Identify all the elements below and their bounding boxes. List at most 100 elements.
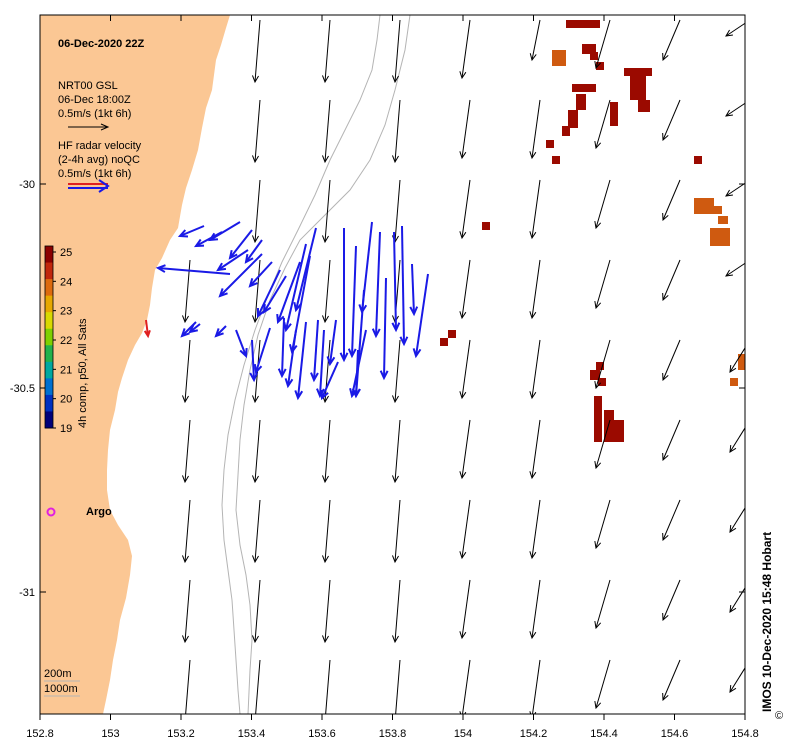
model-arrow	[459, 339, 471, 400]
y-tick-label: -30	[19, 179, 35, 191]
model-arrow	[322, 259, 331, 324]
sst-patch	[590, 370, 600, 380]
y-tick-label: -31	[19, 587, 35, 599]
radar-arrow	[347, 245, 357, 359]
radar-arrow	[248, 261, 273, 288]
model-arrow	[325, 659, 331, 714]
model-arrow	[322, 179, 331, 244]
sst-patch	[694, 198, 714, 214]
legend-radar-sub: (2-4h avg) noQC	[58, 154, 140, 166]
model-arrow	[252, 179, 261, 244]
radar-arrow	[262, 275, 287, 314]
model-arrow	[662, 259, 681, 302]
copyright-symbol: ©	[775, 710, 783, 722]
radar-arrow	[371, 231, 381, 339]
radar-arrow	[379, 277, 389, 381]
x-tick-label: 154.8	[731, 728, 759, 740]
model-arrow	[322, 579, 331, 644]
model-arrow	[594, 19, 611, 70]
model-arrow	[182, 579, 191, 644]
colorbar-tick-label: 21	[60, 364, 72, 376]
sst-colorbar-ticks: 25 24 23 22 21 20 19	[53, 247, 72, 435]
model-arrow	[662, 179, 681, 222]
sst-patch	[714, 206, 722, 214]
radar-arrow	[208, 221, 241, 242]
map-title: 06-Dec-2020 22Z	[58, 38, 145, 50]
model-arrow	[662, 99, 681, 142]
y-axis: -30 -30.5 -31	[10, 179, 745, 599]
model-arrow	[662, 659, 681, 702]
sst-patch	[582, 44, 596, 54]
radar-arrow	[339, 228, 349, 363]
radar-velocity-arrows	[143, 221, 429, 401]
model-arrow	[322, 19, 331, 84]
x-tick-label: 154.6	[661, 728, 689, 740]
legend-model-name: NRT00 GSL	[58, 80, 118, 92]
model-arrow	[182, 419, 191, 484]
legend-radar-scale: 0.5m/s (1kt 6h)	[58, 168, 131, 180]
model-arrow	[529, 259, 541, 320]
colorbar-segment	[45, 361, 53, 379]
radar-arrow	[218, 253, 263, 298]
model-arrow	[252, 19, 261, 84]
x-tick-label: 154.2	[520, 728, 548, 740]
depth-label-1000m: 1000m	[44, 683, 78, 695]
sst-patch	[638, 100, 650, 112]
radar-arrow	[326, 319, 337, 367]
sst-patch	[630, 76, 646, 100]
radar-arrow	[253, 327, 271, 375]
radar-arrow	[349, 329, 367, 399]
model-arrow	[459, 579, 471, 640]
model-arrow	[395, 659, 401, 714]
colorbar-segment	[45, 328, 53, 346]
y-tick-label: -30.5	[10, 383, 35, 395]
model-arrow	[182, 339, 191, 404]
model-arrow	[459, 19, 471, 80]
sst-patch	[604, 410, 614, 442]
sst-patch	[546, 140, 554, 148]
radar-arrow	[277, 317, 287, 379]
model-arrow	[725, 22, 745, 37]
colorbar-segment	[45, 295, 53, 313]
colorbar-segment	[45, 411, 53, 429]
credit-text: IMOS 10-Dec-2020 15:48 Hobart	[760, 531, 774, 712]
sst-patch	[594, 396, 602, 442]
model-arrow	[729, 587, 745, 613]
depth-label-200m: 200m	[44, 668, 72, 680]
model-arrow	[252, 99, 261, 164]
radar-arrow	[180, 321, 197, 338]
model-arrow	[322, 499, 331, 564]
sst-patch	[448, 330, 456, 338]
colorbar-segment	[45, 246, 53, 264]
legend-model-time: 06-Dec 18:00Z	[58, 94, 131, 106]
radar-arrow	[284, 329, 297, 389]
model-arrow	[594, 499, 611, 550]
model-arrow	[322, 419, 331, 484]
model-arrow	[529, 339, 541, 400]
model-arrow	[729, 347, 745, 373]
radar-arrow	[399, 225, 409, 347]
sst-patch	[624, 68, 652, 76]
model-arrow	[725, 102, 745, 117]
model-arrow	[322, 99, 331, 164]
model-arrow	[252, 579, 261, 644]
x-tick-label: 154.4	[590, 728, 618, 740]
model-arrow	[729, 667, 745, 693]
radar-arrow	[249, 339, 259, 383]
model-arrow	[594, 419, 611, 470]
colorbar-segment	[45, 378, 53, 396]
sst-patch	[576, 94, 586, 110]
radar-arrow	[244, 239, 263, 264]
model-arrow	[529, 179, 541, 240]
colorbar-tick-label: 25	[60, 247, 72, 259]
model-arrow	[529, 499, 541, 560]
legend-radar-title: HF radar velocity	[58, 140, 142, 152]
model-arrow	[392, 99, 401, 164]
colorbar-tick-label: 24	[60, 276, 72, 288]
model-arrow	[529, 419, 541, 480]
colorbar-segment	[45, 394, 53, 412]
radar-arrow-coastal	[143, 319, 151, 339]
x-tick-label: 154	[454, 728, 472, 740]
model-arrow	[729, 427, 745, 453]
radar-arrow	[188, 323, 201, 334]
